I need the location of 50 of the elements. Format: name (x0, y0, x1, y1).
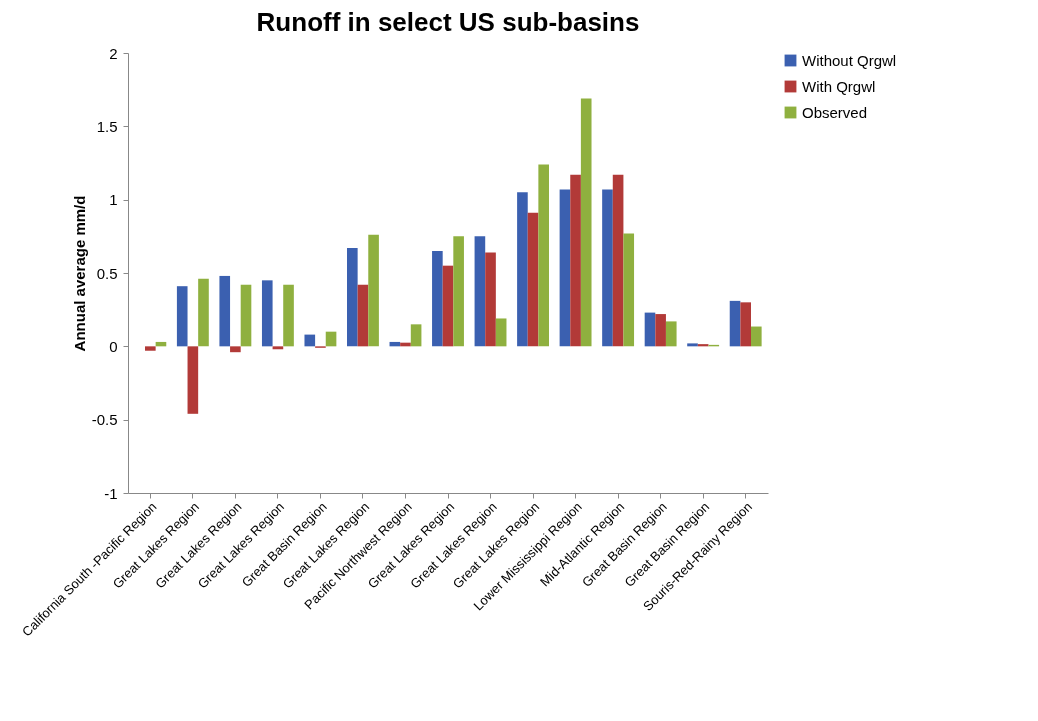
bar (432, 251, 443, 347)
bar (559, 189, 571, 347)
y-axis-title: Annual average mm/d (70, 195, 88, 352)
bar (145, 346, 156, 351)
bar (261, 280, 273, 347)
bar (410, 324, 422, 347)
bar (485, 252, 496, 347)
bar (453, 236, 464, 347)
y-tick-label: 0 (109, 337, 118, 355)
bar (623, 233, 635, 347)
bar (612, 174, 624, 347)
bar (517, 192, 528, 347)
bar (474, 236, 486, 347)
bar (442, 265, 454, 347)
bar (665, 321, 677, 347)
bar (187, 346, 199, 414)
y-tick-label: 1 (109, 191, 118, 209)
legend-label: Observed (802, 103, 868, 121)
bar (538, 164, 549, 347)
bar (580, 98, 592, 347)
bar (347, 248, 358, 347)
bar (602, 189, 613, 347)
bar (527, 212, 539, 347)
bar (272, 346, 284, 350)
bar (740, 302, 751, 347)
bar (219, 275, 231, 347)
bar (283, 284, 294, 347)
y-tick-label: 1.5 (96, 117, 118, 135)
y-tick-label: -0.5 (91, 411, 118, 429)
bar (325, 331, 337, 347)
bar (368, 234, 379, 347)
bar (357, 284, 369, 347)
bar (729, 300, 741, 347)
bar (570, 174, 581, 347)
y-tick-label: 0.5 (96, 264, 118, 282)
bar (198, 278, 209, 347)
bar (655, 314, 666, 347)
bar (240, 284, 252, 347)
chart-title: Runoff in select US sub-basins (256, 7, 640, 37)
bar (495, 318, 507, 347)
bar (176, 286, 188, 347)
bar (687, 343, 698, 347)
y-tick-label: -1 (104, 484, 118, 502)
legend-label: Without Qrgwl (802, 51, 897, 69)
bar (304, 334, 316, 347)
y-tick-label: 2 (109, 44, 118, 62)
bar (750, 326, 762, 347)
bar (644, 312, 656, 347)
legend-label: With Qrgwl (802, 77, 876, 95)
bar (230, 346, 241, 353)
